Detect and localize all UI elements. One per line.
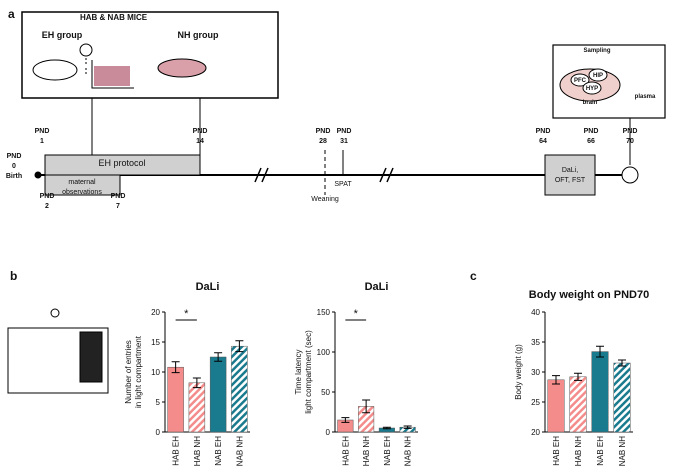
phase-label: OFT, FST	[555, 177, 586, 184]
timeline-title: HAB & NAB MICE	[80, 13, 148, 22]
sampling-label: brain	[583, 100, 598, 106]
layout	[7, 11, 666, 394]
timeline-mark: PND	[584, 128, 599, 135]
x-tick-label: NAB NH	[618, 436, 627, 466]
bar	[613, 362, 631, 433]
timeline-mark: 7	[116, 203, 120, 210]
y-tick-label: 50	[321, 388, 330, 397]
error-bar	[552, 375, 560, 385]
bar	[188, 382, 206, 433]
timeline-mark: PND	[7, 153, 22, 160]
x-tick-label: NAB EH	[596, 436, 605, 466]
bar	[209, 356, 227, 433]
x-tick-label: HAB EH	[552, 436, 561, 466]
annotation: *	[184, 308, 189, 320]
timeline-mark: 28	[319, 138, 327, 145]
y-tick-label: 100	[317, 348, 331, 357]
error-bar	[192, 377, 201, 389]
panel-label: c	[470, 269, 477, 283]
y-tick-label: 0	[326, 428, 331, 437]
timeline-mark: 2	[45, 203, 49, 210]
group-label: EH group	[42, 30, 83, 40]
sampling-label: HIP	[593, 73, 603, 79]
error-bar	[341, 417, 350, 423]
timeline-mark: 31	[340, 138, 348, 145]
error-bar	[235, 340, 244, 353]
error-bar	[403, 425, 412, 429]
y-tick-label: 30	[531, 368, 540, 377]
error-bar	[596, 345, 604, 358]
chart-title: Body weight on PND70	[529, 289, 649, 301]
timeline-mark: PND	[623, 128, 638, 135]
x-tick-label: NAB EH	[214, 436, 223, 466]
y-tick-label: 25	[531, 398, 540, 407]
timeline-mark: 66	[587, 138, 595, 145]
timeline-mark: PND	[35, 128, 50, 135]
timeline-mark: 1	[40, 138, 44, 145]
error-bar	[362, 399, 371, 414]
timeline-mark: Birth	[6, 173, 22, 180]
phase-label: Weaning	[311, 196, 339, 203]
timeline-mark: 64	[539, 138, 547, 145]
x-tick-label: HAB NH	[362, 436, 371, 466]
x-tick-label: NAB NH	[404, 436, 413, 466]
x-tick-label: HAB NH	[574, 436, 583, 466]
timeline-mark: PND	[193, 128, 208, 135]
bar	[591, 351, 609, 433]
y-tick-label: 35	[531, 338, 540, 347]
phase-label: maternal	[68, 179, 96, 186]
timeline-mark: 0	[12, 163, 16, 170]
y-tick-label: 150	[317, 308, 331, 317]
chart-title: DaLi	[365, 281, 389, 293]
group-label: NH group	[178, 30, 219, 40]
error-bar	[382, 426, 391, 430]
y-axis-label: Body weight (g)	[514, 344, 523, 400]
error-bar	[574, 372, 582, 381]
phase-label: SPAT	[334, 181, 352, 188]
phase-label: observations	[62, 189, 102, 196]
sampling-label: HYP	[586, 86, 598, 92]
timeline-mark: 14	[196, 138, 204, 145]
annotation: *	[354, 308, 359, 320]
y-tick-label: 40	[531, 308, 540, 317]
error-bar	[171, 361, 180, 374]
bar	[167, 366, 184, 433]
x-tick-label: HAB EH	[341, 436, 350, 466]
phase-label: DaLi,	[562, 167, 578, 174]
x-tick-label: HAB EH	[172, 436, 181, 466]
bar	[231, 345, 248, 433]
panel-label: a	[8, 7, 15, 21]
x-tick-label: NAB EH	[383, 436, 392, 466]
y-tick-label: 20	[531, 428, 540, 437]
y-tick-label: 0	[156, 428, 161, 437]
phase-label: EH protocol	[98, 158, 145, 168]
y-axis-label: Time latency	[294, 349, 303, 394]
sampling-label: PFC	[574, 78, 587, 84]
y-tick-label: 20	[151, 308, 160, 317]
timeline-mark: PND	[111, 193, 126, 200]
y-tick-label: 10	[151, 368, 160, 377]
x-tick-label: HAB NH	[193, 436, 202, 466]
timeline-mark: PND	[40, 193, 55, 200]
timeline-mark: 70	[626, 138, 634, 145]
sampling-label: Sampling	[583, 48, 610, 54]
error-bar	[618, 359, 626, 367]
sampling-label: plasma	[635, 94, 656, 100]
chart-title: DaLi	[196, 281, 220, 293]
y-tick-label: 15	[151, 338, 160, 347]
timeline-mark: PND	[536, 128, 551, 135]
y-axis-label: Number of entries	[124, 340, 133, 404]
panel-label: b	[10, 269, 17, 283]
bar	[547, 379, 565, 433]
y-axis-label: in light compartment	[134, 335, 143, 408]
y-tick-label: 5	[156, 398, 161, 407]
error-bar	[214, 352, 223, 362]
x-tick-label: NAB NH	[235, 436, 244, 466]
timeline-mark: PND	[337, 128, 352, 135]
y-axis-label: light compartment (sec)	[304, 330, 313, 414]
bar	[569, 376, 587, 433]
timeline-mark: PND	[316, 128, 331, 135]
